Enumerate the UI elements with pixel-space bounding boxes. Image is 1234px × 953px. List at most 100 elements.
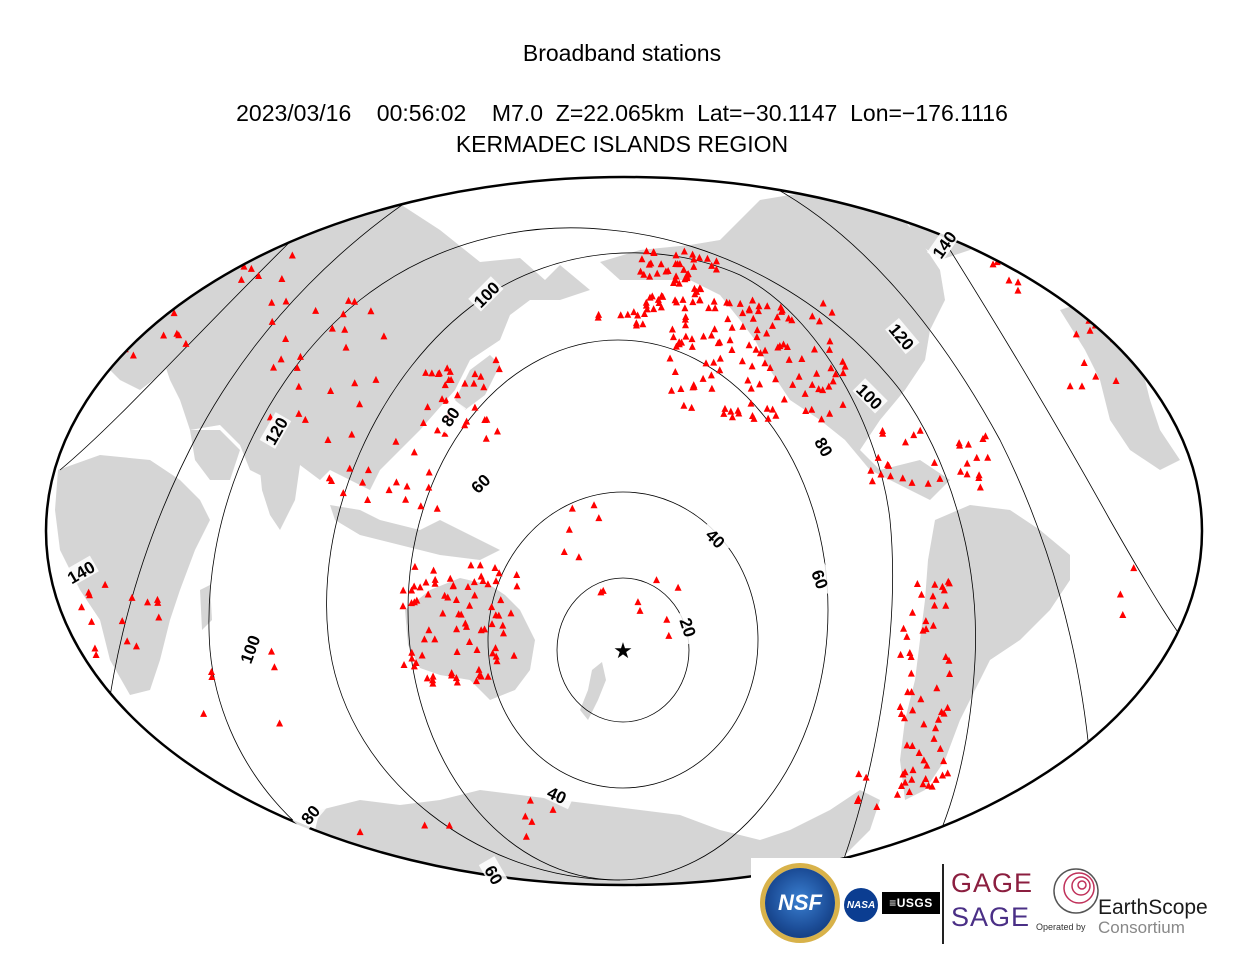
- station-triangle-icon: [738, 357, 746, 365]
- station-triangle-icon: [682, 332, 690, 340]
- station-triangle-icon: [243, 244, 251, 252]
- station-triangle-icon: [919, 780, 927, 788]
- station-triangle-icon: [276, 719, 284, 727]
- station-triangle-icon: [801, 389, 809, 397]
- station-triangle-icon: [399, 602, 407, 610]
- station-triangle-icon: [720, 409, 728, 417]
- station-triangle-icon: [399, 586, 407, 594]
- station-triangle-icon: [862, 773, 870, 781]
- station-triangle-icon: [345, 296, 353, 304]
- station-triangle-icon: [868, 477, 876, 485]
- station-triangle-icon: [160, 331, 168, 339]
- station-triangle-icon: [802, 406, 810, 414]
- station-triangle-icon: [114, 298, 122, 306]
- station-triangle-icon: [288, 251, 296, 259]
- station-triangle-icon: [637, 267, 645, 275]
- station-triangle-icon: [665, 631, 673, 639]
- station-triangle-icon: [430, 566, 438, 574]
- station-triangle-icon: [495, 365, 503, 373]
- station-triangle-icon: [356, 400, 364, 408]
- station-triangle-icon: [690, 262, 698, 270]
- station-triangle-icon: [103, 341, 111, 349]
- contour-label-bg: [478, 856, 511, 893]
- station-triangle-icon: [975, 471, 983, 479]
- station-triangle-icon: [425, 468, 433, 476]
- station-triangle-icon: [493, 427, 501, 435]
- station-triangle-icon: [815, 385, 823, 393]
- contour-label-bg: [806, 560, 835, 598]
- station-triangle-icon: [624, 310, 632, 318]
- station-triangle-icon: [940, 757, 948, 765]
- station-triangle-icon: [1078, 382, 1086, 390]
- station-triangle-icon: [707, 331, 715, 339]
- station-triangle-icon: [828, 308, 836, 316]
- station-triangle-icon: [122, 296, 130, 304]
- station-triangle-icon: [647, 259, 655, 267]
- contour-80: [326, 252, 893, 881]
- station-triangle-icon: [410, 582, 418, 590]
- contour-40: [487, 491, 759, 789]
- station-triangle-icon: [672, 272, 680, 280]
- station-triangle-icon: [445, 821, 453, 829]
- station-triangle-icon: [764, 414, 772, 422]
- station-triangle-icon: [752, 345, 760, 353]
- station-triangle-icon: [66, 312, 74, 320]
- station-triangle-icon: [328, 324, 336, 332]
- station-triangle-icon: [495, 569, 503, 577]
- station-triangle-icon: [829, 377, 837, 385]
- station-triangle-icon: [69, 315, 77, 323]
- station-triangle-icon: [766, 364, 774, 372]
- station-triangle-icon: [700, 332, 708, 340]
- station-triangle-icon: [521, 812, 529, 820]
- station-triangle-icon: [121, 317, 129, 325]
- station-triangle-icon: [424, 590, 432, 598]
- station-triangle-icon: [128, 593, 136, 601]
- station-triangle-icon: [716, 366, 724, 374]
- station-triangle-icon: [904, 688, 912, 696]
- station-triangle-icon: [898, 782, 906, 790]
- station-triangle-icon: [372, 375, 380, 383]
- station-triangle-icon: [923, 761, 931, 769]
- station-triangle-icon: [903, 632, 911, 640]
- station-triangle-icon: [385, 486, 393, 494]
- station-triangle-icon: [492, 577, 500, 585]
- station-triangle-icon: [422, 578, 430, 586]
- earthscope-icon: [1053, 868, 1099, 914]
- station-triangle-icon: [726, 336, 734, 344]
- station-triangle-icon: [920, 756, 928, 764]
- station-triangle-icon: [783, 342, 791, 350]
- station-triangle-icon: [788, 316, 796, 324]
- station-triangle-icon: [885, 461, 893, 469]
- station-triangle-icon: [1014, 286, 1022, 294]
- station-triangle-icon: [408, 654, 416, 662]
- station-triangle-icon: [492, 644, 500, 652]
- station-triangle-icon: [679, 295, 687, 303]
- station-triangle-icon: [932, 724, 940, 732]
- station-triangle-icon: [763, 404, 771, 412]
- station-triangle-icon: [295, 382, 303, 390]
- station-triangle-icon: [666, 354, 674, 362]
- station-triangle-icon: [931, 580, 939, 588]
- station-triangle-icon: [946, 669, 954, 677]
- station-triangle-icon: [595, 310, 603, 318]
- station-triangle-icon: [1112, 377, 1120, 385]
- station-triangle-icon: [674, 260, 682, 268]
- nsf-logo-text: NSF: [778, 890, 822, 915]
- station-triangle-icon: [696, 284, 704, 292]
- station-triangle-icon: [453, 648, 461, 656]
- station-triangle-icon: [599, 586, 607, 594]
- station-triangle-icon: [268, 298, 276, 306]
- station-triangle-icon: [170, 309, 178, 317]
- station-triangle-icon: [672, 251, 680, 259]
- station-triangle-icon: [653, 576, 661, 584]
- contour-label-bg: [432, 398, 467, 435]
- station-triangle-icon: [658, 291, 666, 299]
- station-triangle-icon: [753, 333, 761, 341]
- station-triangle-icon: [708, 261, 716, 269]
- station-triangle-icon: [924, 479, 932, 487]
- station-triangle-icon: [879, 429, 887, 437]
- station-triangle-icon: [441, 591, 449, 599]
- station-triangle-icon: [429, 676, 437, 684]
- station-triangle-icon: [327, 387, 335, 395]
- station-triangle-icon: [900, 714, 908, 722]
